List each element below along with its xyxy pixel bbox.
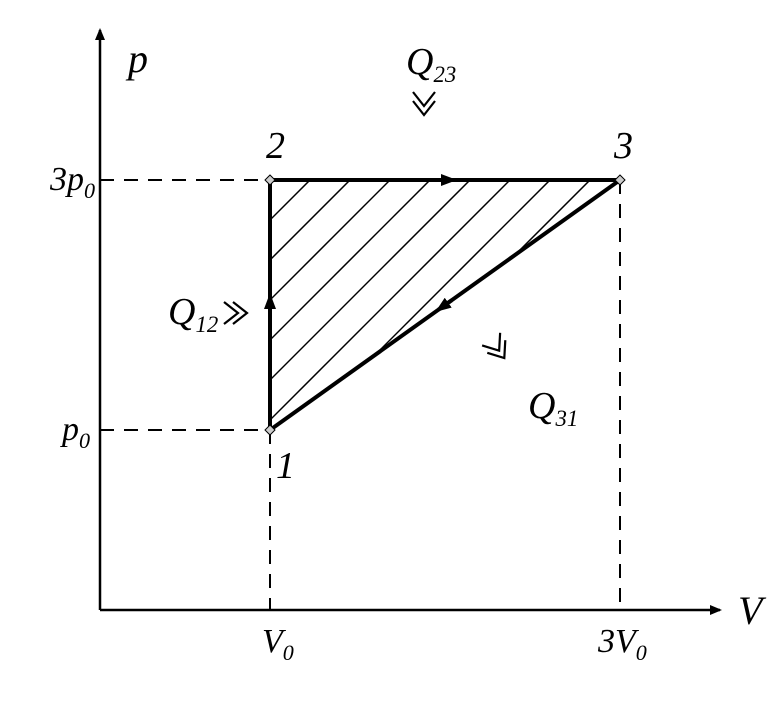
q23-arrow-icon — [413, 92, 435, 115]
q12-label: Q12 — [168, 291, 218, 337]
q31-arrow-icon — [482, 333, 513, 364]
q12-arrow-icon — [224, 302, 247, 324]
hatching — [0, 0, 780, 480]
xlabel-V0: V0 — [262, 623, 294, 665]
label-1: 1 — [276, 445, 295, 487]
label-3: 3 — [613, 125, 633, 167]
x-axis-label: V — [738, 588, 767, 633]
ylabel-p0: p0 — [60, 411, 90, 453]
pv-diagram: p V 1 2 3 3p0 p0 V0 3V0 Q12 Q23 Q31 — [0, 0, 780, 707]
y-axis-label: p — [125, 36, 148, 81]
ylabel-3p0: 3p0 — [49, 161, 95, 203]
q23-label: Q23 — [406, 41, 456, 87]
vertex-2 — [265, 175, 275, 185]
q31-label: Q31 — [528, 385, 578, 431]
diagram-svg: p V 1 2 3 3p0 p0 V0 3V0 Q12 Q23 Q31 — [0, 0, 780, 707]
label-2: 2 — [266, 125, 285, 167]
arrow-3-1 — [438, 300, 451, 309]
xlabel-3V0: 3V0 — [597, 623, 647, 665]
